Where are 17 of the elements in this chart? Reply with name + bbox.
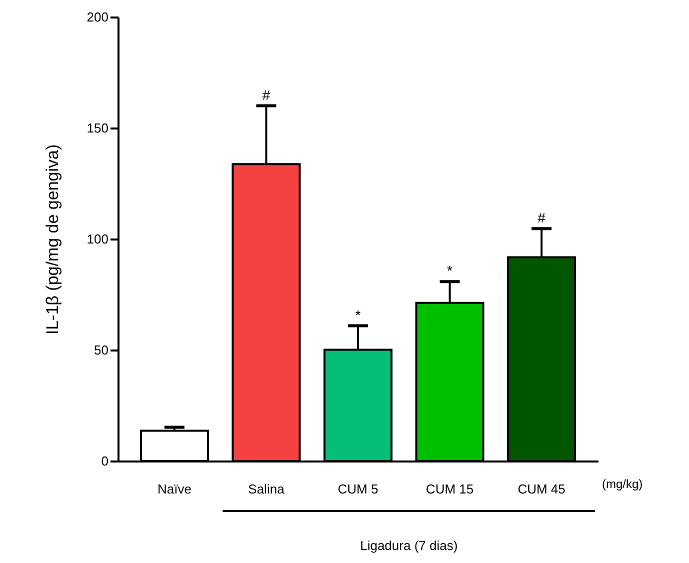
x-tick-label: Naïve <box>157 482 192 496</box>
y-axis-title: IL-1β (pg/mg de gengiva) <box>42 144 62 335</box>
x-tick-label: CUM 5 <box>338 482 378 496</box>
text: Ligadura (7 dias) <box>360 538 458 553</box>
x-tick-label: Salina <box>248 482 286 496</box>
y-tick-label: 100 <box>86 232 108 246</box>
y-tick-label: 150 <box>86 120 108 136</box>
annotation: # <box>538 210 546 226</box>
annotation: # <box>262 86 270 103</box>
x-tick-label: CUM 15 <box>426 482 474 496</box>
y-tick-label: 200 <box>86 10 108 24</box>
y-tick-label: 0 <box>101 454 108 468</box>
annotation: * <box>447 262 454 279</box>
text: (mg/kg) <box>602 477 643 491</box>
annotation: * <box>355 306 362 323</box>
y-tick-label: 50 <box>94 342 108 358</box>
x-tick-label: CUM 45 <box>518 482 566 496</box>
